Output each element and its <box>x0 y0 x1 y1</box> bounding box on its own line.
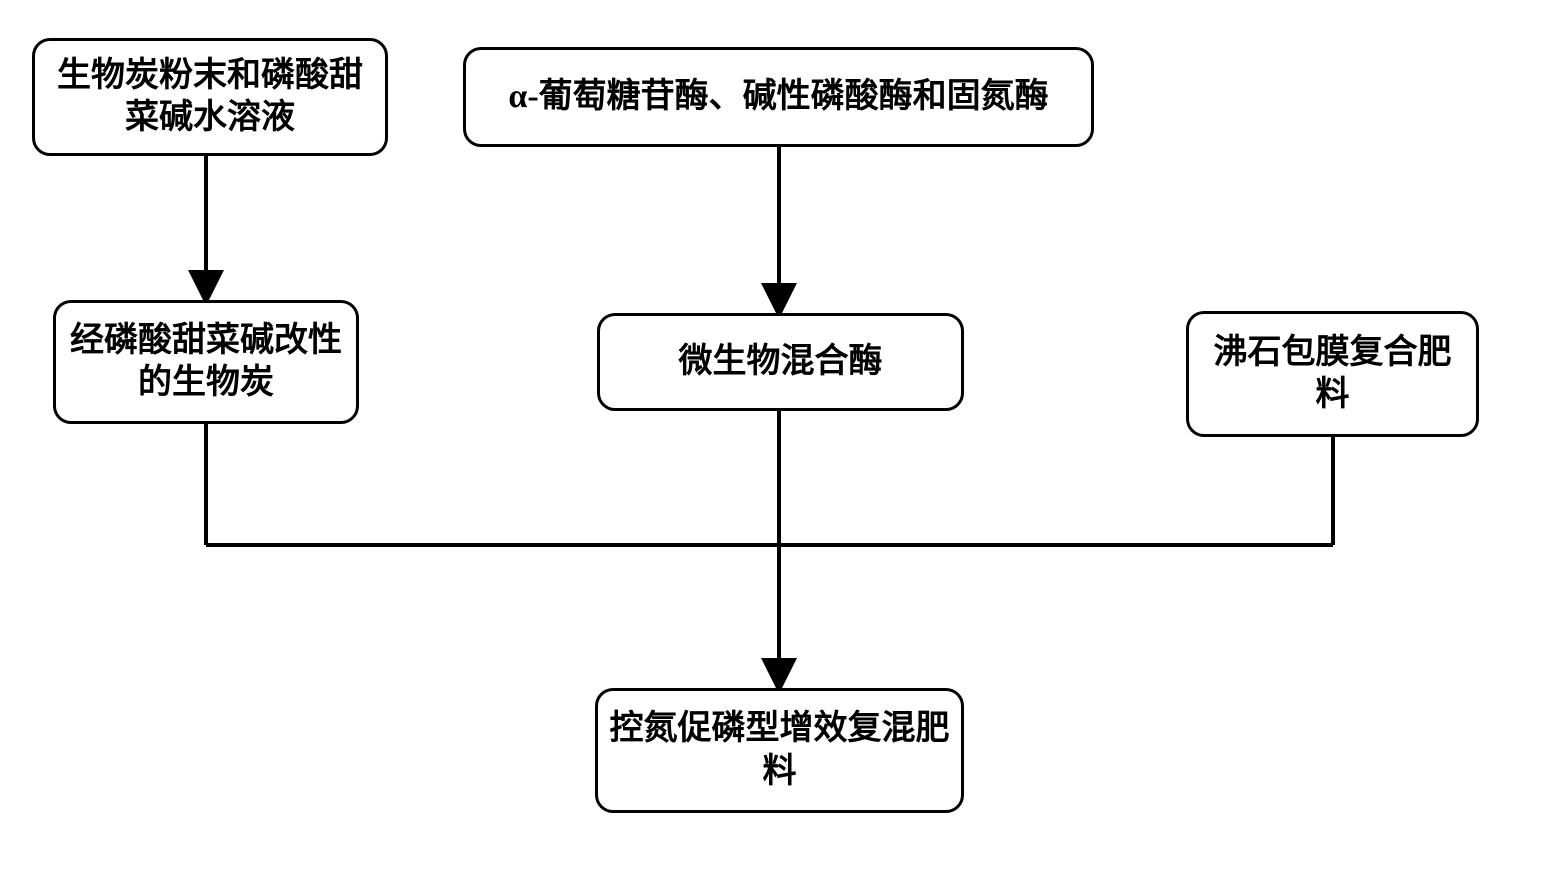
node-label: 微生物混合酶 <box>679 341 883 384</box>
node-label: α-葡萄糖苷酶、碱性磷酸酶和固氮酶 <box>508 76 1048 119</box>
node-label: 沸石包膜复合肥料 <box>1199 332 1466 417</box>
node-label: 控氮促磷型增效复混肥料 <box>608 708 951 793</box>
node-modified-biochar: 经磷酸甜菜碱改性的生物炭 <box>53 300 359 424</box>
node-enzymes-input: α-葡萄糖苷酶、碱性磷酸酶和固氮酶 <box>463 47 1094 147</box>
node-label: 经磷酸甜菜碱改性的生物炭 <box>66 320 346 405</box>
node-biochar-betaine-solution: 生物炭粉末和磷酸甜菜碱水溶液 <box>32 38 388 156</box>
node-zeolite-coated-fertilizer: 沸石包膜复合肥料 <box>1186 311 1479 437</box>
node-microbial-enzyme-mix: 微生物混合酶 <box>597 313 964 411</box>
flowchart-canvas: 生物炭粉末和磷酸甜菜碱水溶液 α-葡萄糖苷酶、碱性磷酸酶和固氮酶 经磷酸甜菜碱改… <box>0 0 1555 871</box>
node-label: 生物炭粉末和磷酸甜菜碱水溶液 <box>45 55 375 140</box>
node-final-compound-fertilizer: 控氮促磷型增效复混肥料 <box>595 688 964 813</box>
